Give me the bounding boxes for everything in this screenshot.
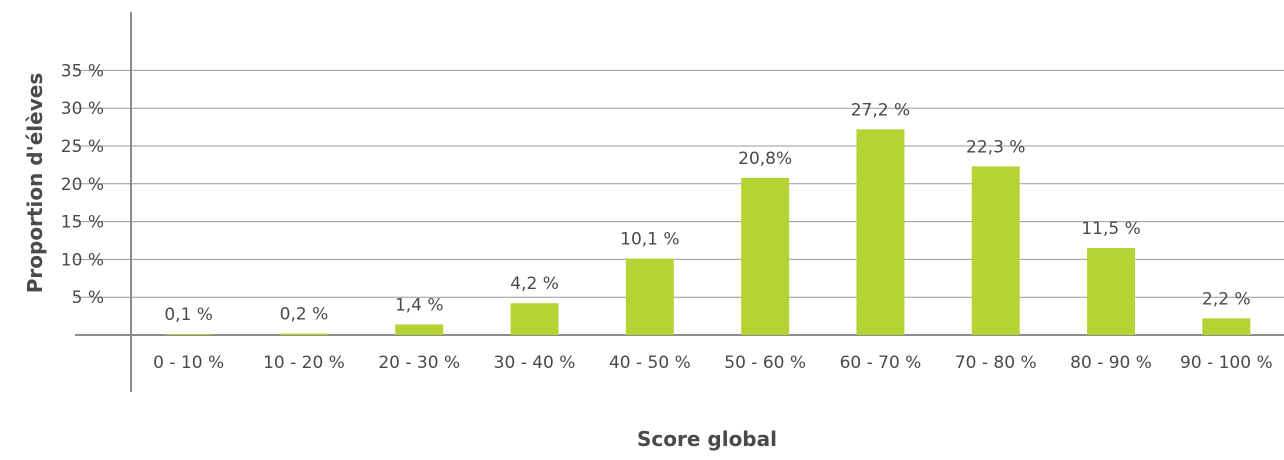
bar: [279, 333, 328, 335]
bar: [741, 177, 790, 335]
value-labels: 0,1 % 0,2 % 1,4 % 4,2 % 10,1 % 20,8% 27,2 % 22,…: [164, 100, 1250, 325]
bar: [971, 166, 1020, 335]
data-label: 10,1 %: [620, 230, 679, 250]
x-tick-label: 10 - 20 %: [263, 353, 345, 373]
data-label: 4,2 %: [510, 274, 559, 294]
grid-lines: [75, 69, 1284, 298]
x-tick-label: 40 - 50 %: [609, 353, 691, 373]
data-label: 27,2 %: [851, 100, 910, 120]
y-axis-title: Proportion d'élèves: [23, 73, 47, 293]
x-tick-label: 30 - 40 %: [494, 353, 576, 373]
bars: [164, 129, 1251, 335]
data-label: 20,8%: [738, 149, 792, 169]
bar: [1087, 248, 1136, 335]
bar: [625, 258, 674, 335]
x-tick-label: 0 - 10 %: [153, 353, 224, 373]
axes: [75, 12, 1284, 392]
y-tick-label: 10 %: [61, 250, 104, 270]
x-axis-title: Score global: [637, 427, 777, 451]
bar: [395, 324, 444, 335]
data-label: 0,1 %: [164, 305, 213, 325]
data-label: 22,3 %: [966, 137, 1025, 157]
data-label: 1,4 %: [395, 295, 444, 315]
x-tick-label: 90 - 100 %: [1180, 353, 1273, 373]
bar: [510, 303, 559, 335]
x-tick-label: 50 - 60 %: [724, 353, 806, 373]
y-tick-label: 5 %: [72, 288, 104, 308]
x-tick-label: 60 - 70 %: [840, 353, 922, 373]
x-tick-labels: 0 - 10 % 10 - 20 % 20 - 30 % 30 - 40 % 40 - …: [153, 353, 1272, 373]
y-tick-label: 25 %: [61, 137, 104, 157]
y-tick-label: 30 %: [61, 99, 104, 119]
bar: [1202, 318, 1251, 335]
data-label: 11,5 %: [1081, 219, 1140, 239]
y-tick-label: 15 %: [61, 213, 104, 233]
data-label: 0,2 %: [280, 304, 329, 324]
y-tick-label: 20 %: [61, 175, 104, 195]
x-tick-label: 70 - 80 %: [955, 353, 1037, 373]
x-tick-label: 20 - 30 %: [378, 353, 460, 373]
bar: [856, 129, 905, 335]
bar: [164, 334, 213, 335]
data-label: 2,2 %: [1202, 289, 1251, 309]
y-tick-label: 35 %: [61, 61, 104, 81]
x-tick-label: 80 - 90 %: [1070, 353, 1152, 373]
y-tick-labels: 5 % 10 % 15 % 20 % 25 % 30 % 35 %: [61, 61, 104, 308]
